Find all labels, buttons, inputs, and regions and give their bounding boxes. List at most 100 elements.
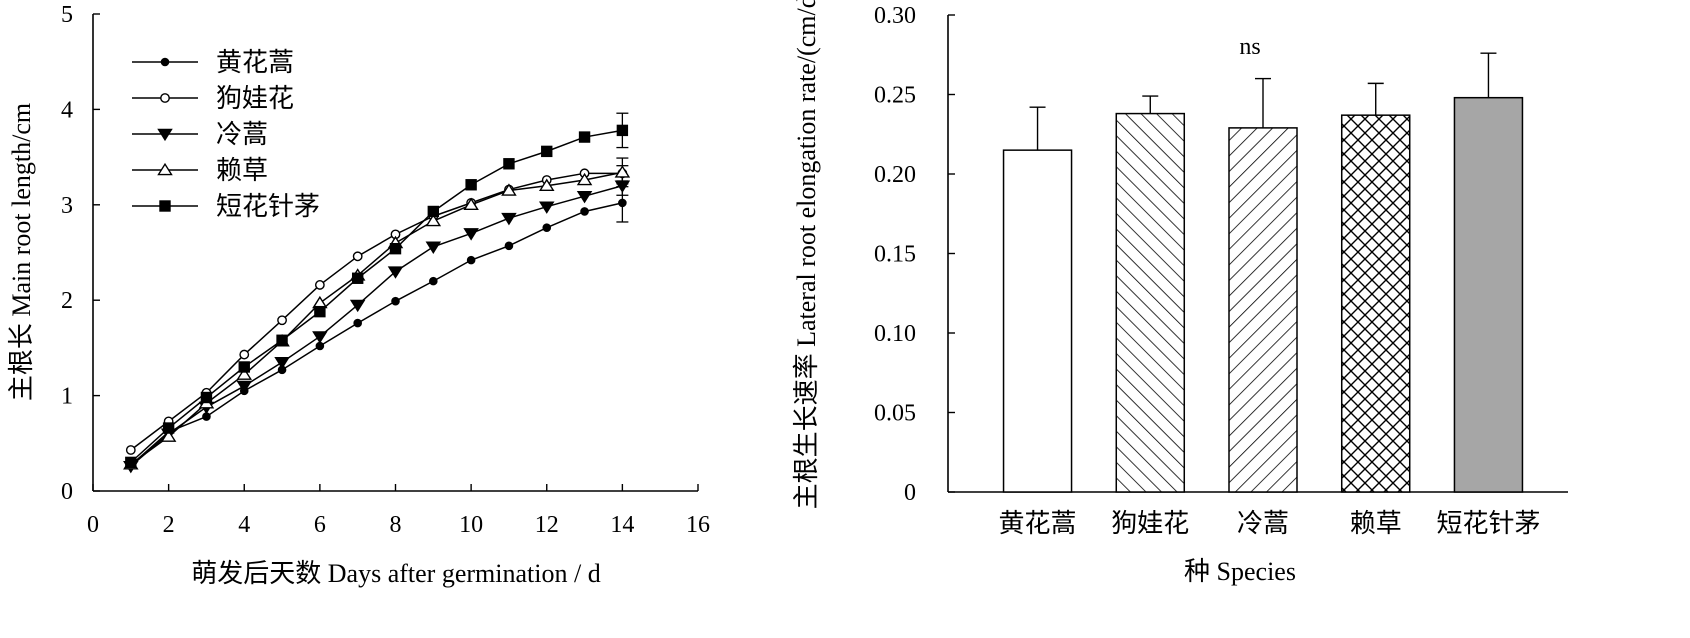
line-data-point [238,361,250,373]
line-chart-y-tick-label: 2 [61,288,73,314]
line-data-point [387,266,404,279]
bar-chart-y-tick-label: 0.20 [874,162,916,188]
line-data-point [200,391,213,404]
legend-label: 短花针茅 [216,192,320,221]
line-data-point [160,429,177,442]
line-data-point [466,255,476,265]
legend-label: 黄花蒿 [216,48,294,77]
line-data-point [614,165,631,178]
line-data-point [501,212,517,226]
line-data-point [503,158,515,170]
line-data-point [312,331,328,344]
bar-chart-x-axis-title: 种 Species [1184,557,1296,586]
line-chart-x-ticks: 0 2 4 6 8 10 12 14 16 [87,484,710,538]
line-data-point [427,205,440,218]
bar [1453,96,1524,493]
line-data-point [276,334,288,346]
bar-group-3 [1228,77,1298,493]
bar [1228,127,1298,493]
line-data-point [541,145,553,158]
legend-marker [157,128,173,142]
bar-category-label: 黄花蒿 [999,509,1077,538]
line-chart-x-tick-label: 0 [87,512,99,538]
bar-category-label: 狗娃花 [1111,509,1189,538]
bar-chart-category-labels: 黄花蒿 狗娃花 冷蒿 赖草 短花针茅 [999,509,1541,538]
legend-marker [160,57,170,67]
bar-chart-annotation: ns [1239,34,1260,60]
line-data-point [538,178,555,191]
line-chart-x-tick-label: 4 [238,512,250,538]
line-chart-y-ticks: 0 1 2 3 4 5 [61,2,100,505]
line-chart-x-axis-title: 萌发后天数 Days after germination / d [191,559,600,588]
line-chart-y-tick-label: 1 [61,384,73,410]
line-data-point [429,276,438,286]
line-series-5 [125,112,629,469]
line-series-path [130,172,623,451]
line-series-1 [126,183,629,470]
legend-label: 赖草 [216,156,268,185]
bar-category-label: 短花针茅 [1436,509,1540,538]
bar-chart-bars [1002,52,1524,493]
bar-chart-y-axis-title: 主根生长速率 Lateral root elongation rate/(cm/… [792,0,821,509]
legend-label: 冷蒿 [216,120,268,149]
legend-entry-2: 狗娃花 [132,84,294,113]
line-data-point [314,305,326,318]
bar-chart-y-tick-label: 0.30 [874,3,916,29]
line-data-point [274,356,290,370]
legend-marker [157,162,173,176]
line-data-point [501,183,517,196]
legend-marker [160,93,170,103]
bar-category-label: 冷蒿 [1237,509,1289,538]
line-data-point [463,228,479,241]
bar [1002,149,1073,493]
line-data-point [351,272,364,284]
line-data-point [580,207,589,216]
line-data-point [349,299,366,313]
line-series-path [130,129,623,463]
line-data-point [425,213,442,227]
line-chart-x-tick-label: 12 [535,512,559,538]
bar-chart-y-tick-label: 0.15 [874,242,916,268]
line-series-3 [123,175,631,474]
line-data-point [162,422,175,434]
bar-group-5 [1453,52,1524,493]
line-data-point [576,190,593,204]
line-chart-series [123,112,631,474]
bar-group-4 [1340,82,1411,493]
line-data-point [277,315,287,326]
line-data-point [352,251,363,262]
bar-chart-y-tick-label: 0.10 [874,321,916,347]
bar-chart-y-tick-label: 0.25 [874,83,916,109]
bar-chart-y-tick-label: 0 [904,480,916,506]
line-data-point [578,131,591,143]
legend-marker [159,200,171,212]
line-chart-y-tick-label: 0 [61,479,73,505]
bar-group-2 [1115,95,1186,493]
legend-entry-1: 黄花蒿 [132,48,294,77]
line-data-point [576,172,593,186]
legend-entry-4: 赖草 [132,156,268,185]
bar-group-1 [1002,106,1073,493]
line-data-point [239,349,250,360]
bar [1115,112,1186,493]
line-chart-x-tick-label: 16 [686,512,710,538]
legend-entry-3: 冷蒿 [132,120,268,149]
line-data-point [618,198,627,208]
line-data-point [391,296,400,306]
line-chart-y-tick-label: 5 [61,2,73,28]
line-chart-y-tick-label: 4 [61,97,73,123]
line-chart-x-tick-label: 2 [163,512,175,538]
line-data-point [236,367,253,380]
bar-chart: 0 0.05 0.10 0.15 0.20 0.25 0.30 黄花蒿 狗娃花 冷蒿 赖草 短花针茅… [792,0,1568,586]
line-data-point [504,241,514,251]
bar-category-label: 赖草 [1350,509,1402,538]
bar-chart-y-tick-label: 0.05 [874,401,916,427]
bar [1340,114,1411,493]
line-chart-y-axis-title: 主根长 Main root length/cm [7,103,36,401]
line-data-point [425,241,442,254]
line-chart-x-tick-label: 6 [314,512,326,538]
line-data-point [463,197,479,211]
bar-chart-y-ticks: 0 0.05 0.10 0.15 0.20 0.25 0.30 [874,3,955,506]
line-chart-x-tick-label: 8 [390,512,402,538]
